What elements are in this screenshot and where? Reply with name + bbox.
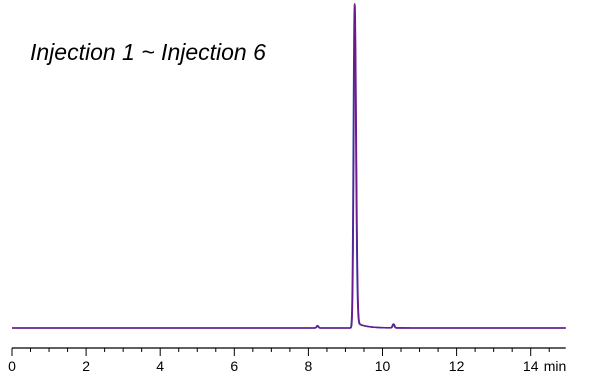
x-tick-label: 2 [82, 358, 90, 374]
x-tick-label: 6 [230, 358, 238, 374]
x-tick-label: 14 [523, 358, 539, 374]
x-axis [11, 347, 566, 356]
trace-line-3 [11, 4, 567, 329]
x-tick-label: 0 [8, 358, 16, 374]
chromatogram-traces [11, 2, 567, 329]
x-tick-label: 10 [375, 358, 391, 374]
x-tick-label: 12 [449, 358, 465, 374]
x-tick-label: 4 [156, 358, 164, 374]
x-unit-label: min [544, 358, 567, 374]
x-tick-labels: 0 2 4 6 8 10 12 14 min [8, 358, 566, 374]
x-tick-label: 8 [305, 358, 313, 374]
chart-annotation: Injection 1 ~ Injection 6 [30, 39, 266, 65]
